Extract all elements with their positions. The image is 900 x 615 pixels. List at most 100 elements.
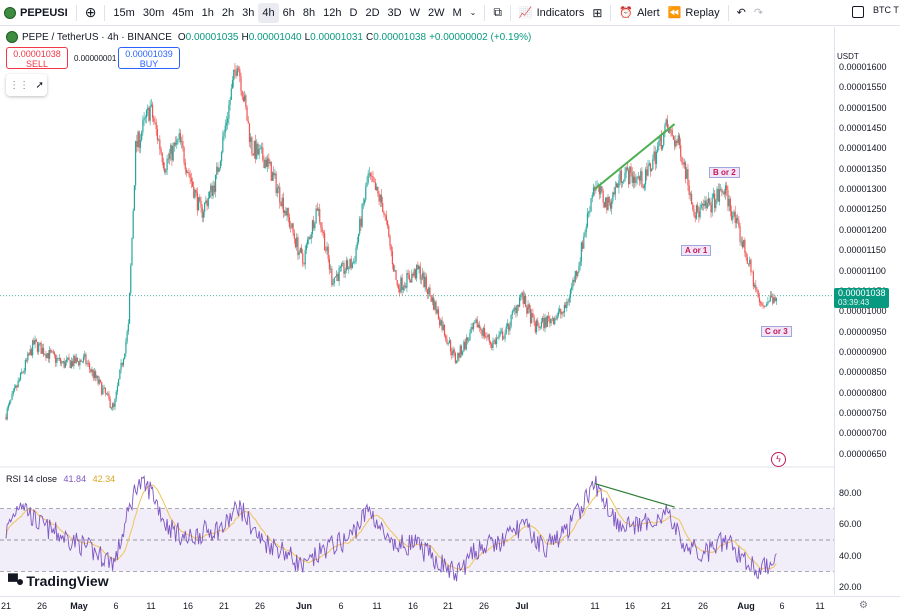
candle-body — [91, 369, 93, 372]
time-axis[interactable]: ⚙ 21 26 May 6 11 16 21 26 Jun 6 11 16 21 26 Jul 11 16 21 2… — [0, 596, 900, 615]
interval-3h[interactable]: 3h — [242, 6, 255, 19]
interval-30m[interactable]: 30m — [142, 6, 165, 19]
interval-15m[interactable]: 15m — [113, 6, 135, 19]
time-tick-label: May — [70, 601, 88, 611]
candle-body — [686, 169, 688, 179]
interval-dropdown-button[interactable]: ⌄ — [466, 3, 481, 23]
candle-body — [81, 361, 83, 363]
candle-body — [373, 181, 375, 183]
candle-body — [487, 334, 489, 337]
candle-body — [221, 152, 223, 162]
interval-8h[interactable]: 8h — [302, 6, 316, 19]
candle-body — [480, 328, 482, 331]
btc-compare-checkbox[interactable] — [852, 6, 864, 18]
gear-icon[interactable]: ⚙ — [859, 600, 868, 611]
candle-body — [294, 238, 297, 248]
buy-label: BUY — [139, 59, 159, 69]
candle-body — [476, 319, 478, 327]
quote-currency[interactable]: USDT — [837, 52, 859, 61]
interval-d[interactable]: D — [349, 6, 358, 19]
candle-body — [56, 358, 58, 363]
candle-body — [195, 190, 197, 193]
time-tick-label: 11 — [590, 601, 600, 611]
price-tick-label: 0.00001000 — [839, 306, 887, 317]
tradingview-logo[interactable]: ▀● TradingView — [8, 573, 109, 589]
wave-label-a[interactable]: A or 1 — [681, 245, 712, 256]
candle-body — [50, 349, 52, 353]
candle-body — [538, 325, 540, 328]
flash-icon[interactable]: ϟ — [771, 452, 786, 467]
candle-body — [78, 361, 80, 366]
candle-body — [464, 341, 466, 350]
candle-body — [293, 232, 295, 239]
interval-2h[interactable]: 2h — [221, 6, 235, 19]
candle-body — [533, 317, 535, 323]
candle-body — [359, 218, 361, 234]
cursor-icon[interactable]: ➚ — [35, 79, 44, 91]
wave-label-c[interactable]: C or 3 — [761, 326, 792, 337]
interval-3d[interactable]: 3D — [387, 6, 402, 19]
candle-body — [562, 312, 564, 313]
price-tick-label: 0.00000900 — [839, 346, 887, 357]
alert-button[interactable]: ⏰ Alert — [615, 3, 663, 23]
interval-6h[interactable]: 6h — [282, 6, 295, 19]
rsi-ma-line — [5, 484, 777, 571]
templates-button[interactable]: ⊞ — [588, 3, 606, 23]
candle-body — [262, 147, 264, 160]
candle-body — [763, 305, 765, 307]
replay-button[interactable]: ⏪ Replay — [664, 3, 724, 23]
candle-body — [70, 361, 73, 368]
candle-body — [10, 399, 12, 402]
pepe-coin-icon — [4, 6, 16, 19]
candle-body — [201, 207, 203, 218]
candle-body — [65, 359, 68, 362]
rsi-legend[interactable]: RSI 14 close 41.84 42.34 — [6, 474, 115, 484]
candle-body — [300, 247, 303, 254]
interval-m[interactable]: M — [452, 6, 462, 19]
candle-body — [279, 186, 281, 203]
candle-body — [95, 371, 97, 378]
candle-body — [251, 137, 253, 154]
candle-body — [173, 142, 175, 146]
candle-body — [74, 355, 76, 364]
candle-body — [67, 357, 69, 360]
candle-body — [131, 238, 133, 266]
candle-body — [346, 260, 349, 270]
candle-body — [632, 176, 635, 183]
candle-body — [758, 297, 761, 303]
undo-button[interactable]: ↶ — [733, 3, 750, 23]
drag-handle-icon[interactable]: ⋮⋮ — [9, 79, 30, 91]
time-tick-label: 26 — [478, 601, 490, 611]
wave-label-b[interactable]: B or 2 — [709, 167, 740, 178]
symbol-name: PEPEUSI — [20, 6, 68, 19]
interval-12h[interactable]: 12h — [323, 6, 342, 19]
candle-body — [764, 305, 767, 307]
interval-45m[interactable]: 45m — [172, 6, 194, 19]
time-tick-label: Aug — [737, 601, 755, 611]
chart-type-button[interactable]: ⧉ — [489, 3, 506, 23]
candle-body — [447, 343, 449, 345]
candle-body — [39, 343, 41, 345]
buy-button[interactable]: 0.00001039 BUY — [118, 47, 180, 69]
candle-body — [302, 253, 304, 264]
chart-canvas[interactable] — [0, 27, 834, 596]
candle-body — [428, 287, 430, 294]
symbol-search-button[interactable]: PEPEUSI — [0, 3, 72, 23]
interval-4h[interactable]: 4h — [258, 2, 279, 23]
price-axis[interactable]: 0.00001600 0.00001550 0.00001500 0.00001450… — [834, 27, 900, 595]
add-symbol-button[interactable]: ⊕ — [81, 3, 101, 23]
indicators-button[interactable]: 📈 Indicators — [515, 3, 588, 23]
candle-body — [46, 353, 48, 358]
candle-body — [468, 340, 470, 342]
candle-body — [640, 171, 642, 181]
interval-1h[interactable]: 1h — [201, 6, 214, 19]
interval-2d[interactable]: 2D — [365, 6, 380, 19]
candle-body — [316, 208, 318, 211]
interval-2w[interactable]: 2W — [427, 6, 445, 19]
legend-title[interactable]: PEPE / TetherUS · 4h · BINANCE — [22, 31, 172, 43]
candle-body — [768, 301, 770, 303]
redo-button[interactable]: ↷ — [750, 3, 767, 23]
sell-button[interactable]: 0.00001038 SELL — [6, 47, 68, 69]
candle-body — [394, 270, 396, 272]
interval-w[interactable]: W — [409, 6, 420, 19]
